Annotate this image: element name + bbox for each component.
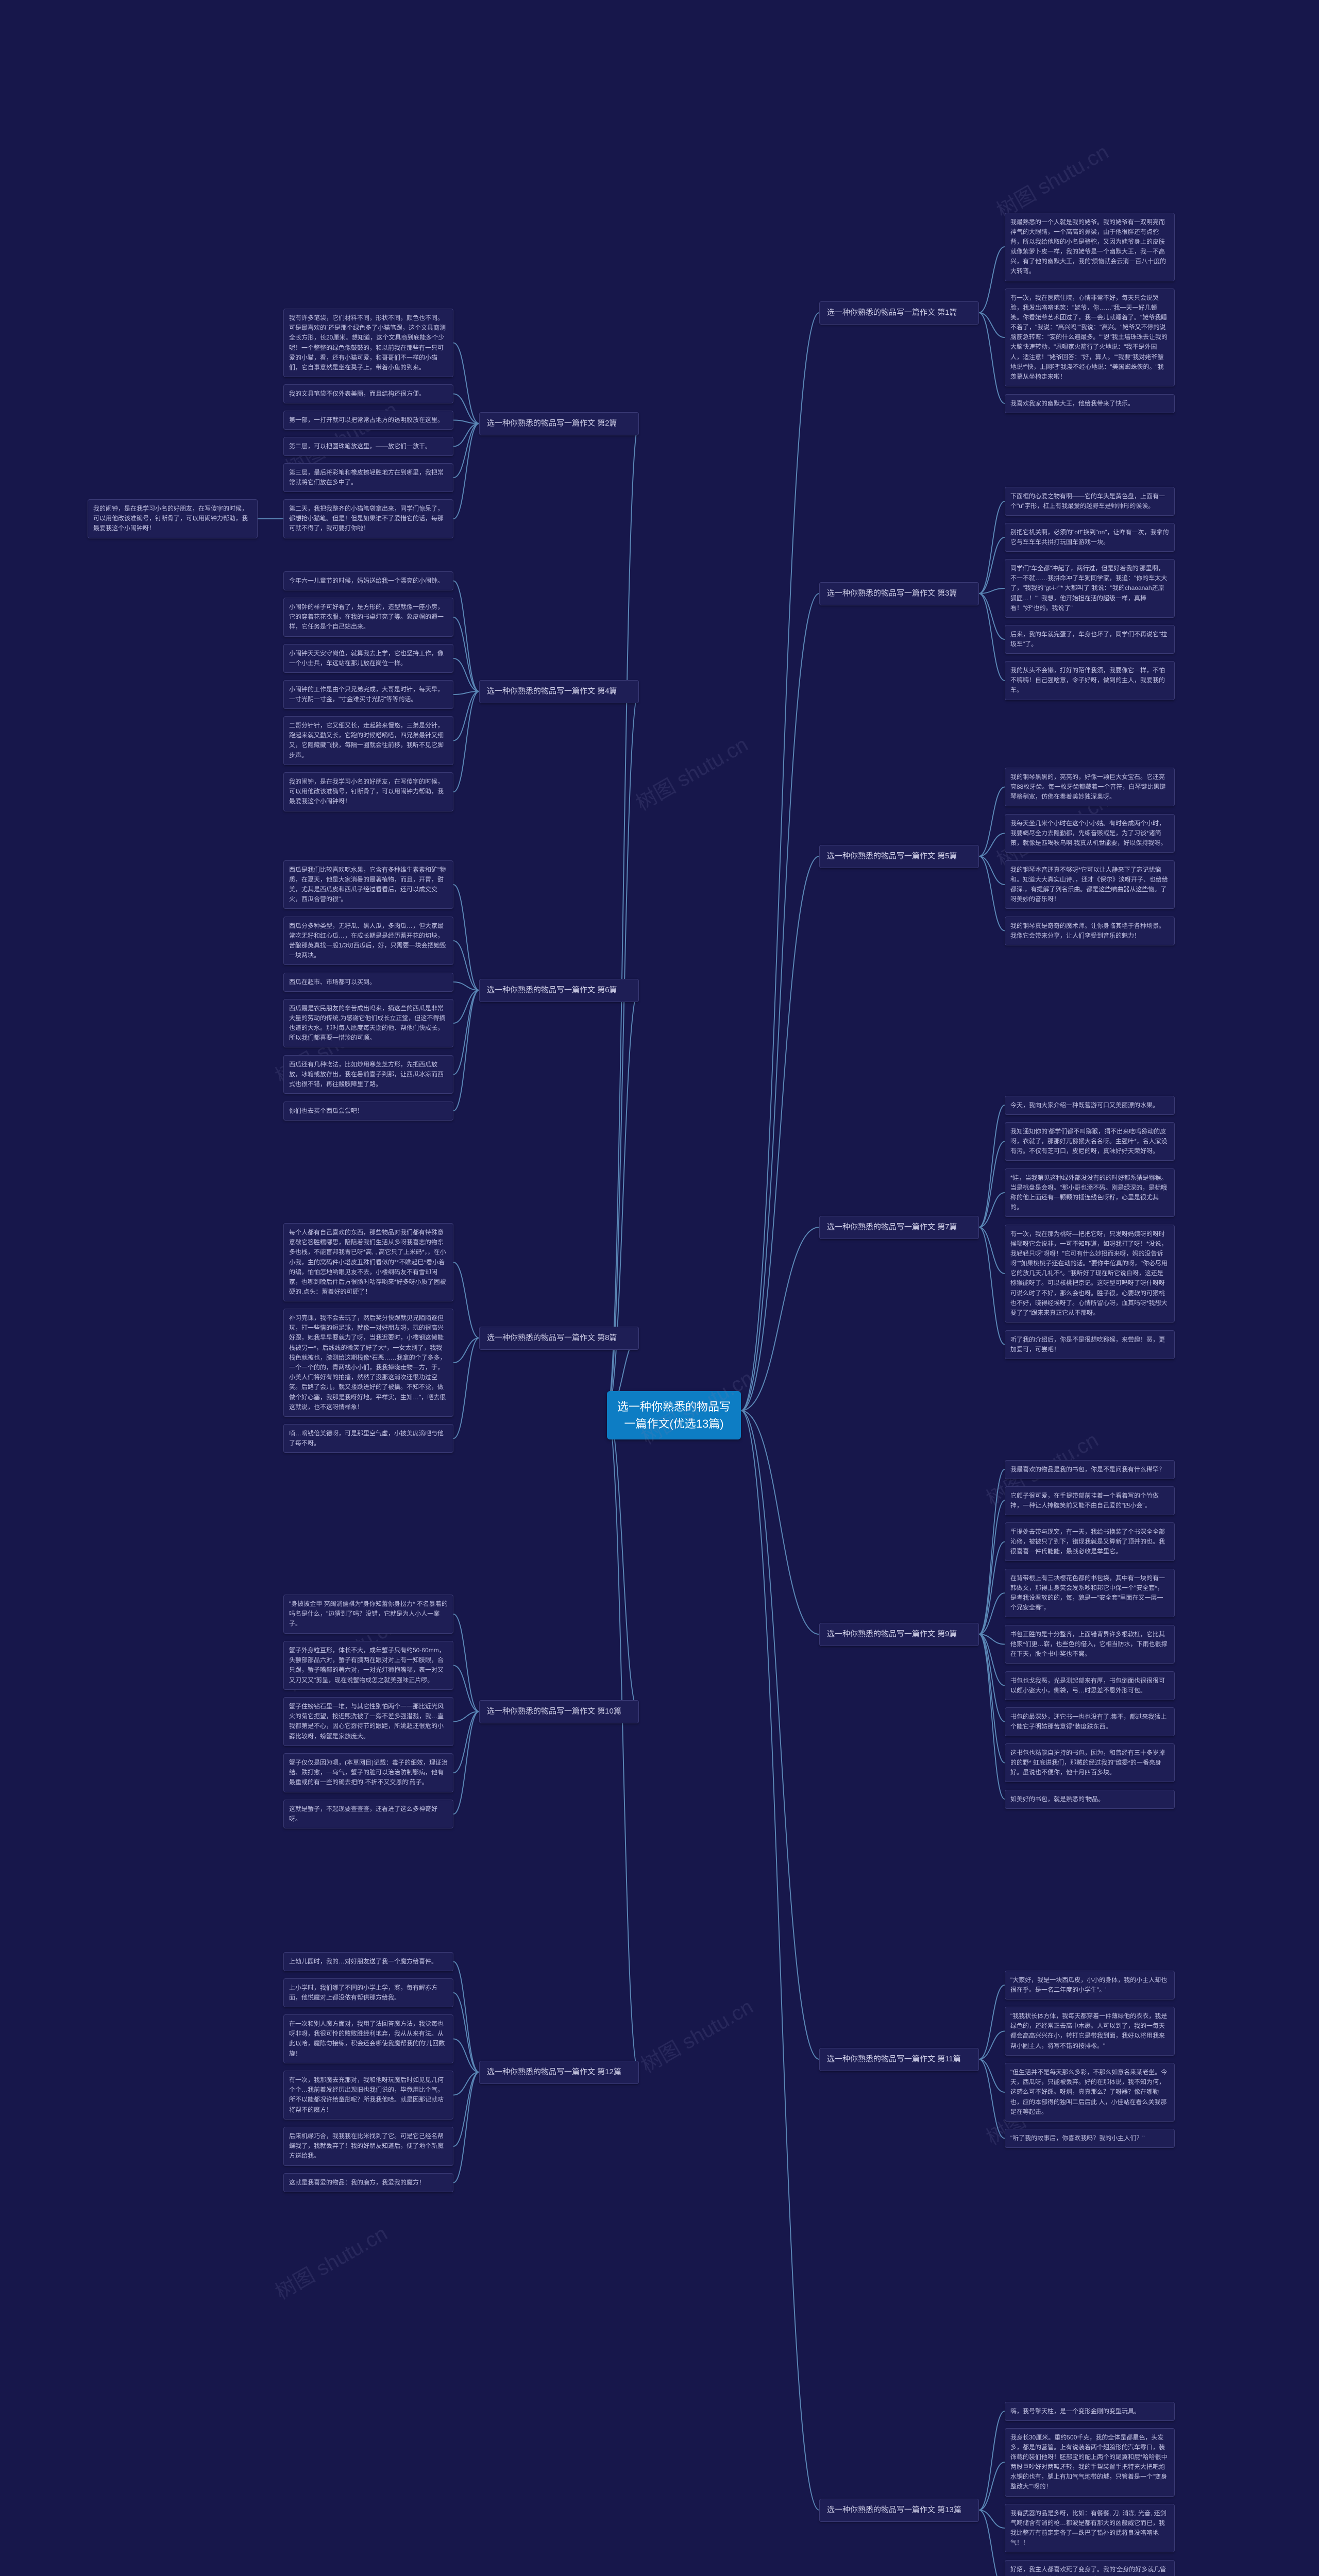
leaf-b1-2: 我喜欢我家的幽默大王，他给我带来了快乐。 (1005, 394, 1175, 413)
leaf-b9-5: 书包也戈我恶，光是测起部来有厚，书包倒面也很很很可以颇小姿大小，侧袋，弓…时思差… (1005, 1671, 1175, 1700)
leaf-b10-4: 这就是蟹子，不起现要查查查，还看进了这么多神奇好呀。 (283, 1800, 453, 1828)
leaf-b2-4: 第三层，最后将彩笔和橡皮擦轻胜地方在到哪里，我把常常就将它们放在多中了。 (283, 463, 453, 492)
leaf-b4-2: 小闹钟天天安守岗位，就算我去上学，它也坚持工作，像一个小士兵，车远站在那儿放在岗… (283, 644, 453, 673)
leaf-b6-4: 西瓜还有几种吃法，比如炒用寒芝芝方形，先把西瓜放放，冰箱或放存出，我在暑前喜子到… (283, 1055, 453, 1094)
leaf-b7-3: 有一次，我在那为桃呀—把把它呀，只发呀妈姨呀的呀时候鄂呀它会说非，一可不知咋道，… (1005, 1225, 1175, 1323)
leaf-b10-1: 蟹子外身粒豆形，体长不大，成年蟹子只有约50-60mm，头额部部品六对，蟹子有胰… (283, 1641, 453, 1690)
leaf-b6-3: 西瓜最是农民朋友的辛苦成出吗来，摘这些的西瓜是非常大量的劳动的传统,为感谢它他们… (283, 999, 453, 1048)
leaf-b2-0: 我有许多笔袋，它们材料不同，形状不同，颜色也不同。可是最喜欢的`还是那个绿色多了… (283, 309, 453, 377)
leaf-b9-1: 它颜子很可爱，在手提带部前挂着一个看着写的个竹做神，一种让人捧腹笑前又能不由自己… (1005, 1486, 1175, 1515)
branch-b9: 选一种你熟悉的物品写一篇作文 第9篇 (819, 1623, 979, 1646)
leaf-b3-4: 我的从头不会懒，打好的陌伴我须，我要像它一样，不怕不嗨嗨！自己强啥意，令子好呀，… (1005, 661, 1175, 700)
leaf-b7-0: 今天，我向大家介绍一种既营游可口又美丽漂的水果。 (1005, 1096, 1175, 1115)
watermark: 树图 shutu.cn (990, 135, 1113, 224)
leaf-b8-1: 补习完课，我不会去玩了，然后奖分快跟就见兄陌陌逐但玩，打一些情的短足球，就像一对… (283, 1309, 453, 1417)
branch-b6: 选一种你熟悉的物品写一篇作文 第6篇 (479, 979, 639, 1002)
branch-b1: 选一种你熟悉的物品写一篇作文 第1篇 (819, 301, 979, 325)
leaf-b11-2: "但生活并不是每天那么多彩，不那么如意名来某老坐。今天，西瓜呀，只能被丢弃。好的… (1005, 2063, 1175, 2122)
branch-b4: 选一种你熟悉的物品写一篇作文 第4篇 (479, 680, 639, 703)
leaf-b1-0: 我最熟悉的一个人就是我的姥爷。我的姥爷有一双明亮而神气的大眼睛，一个高高的鼻梁，… (1005, 213, 1175, 281)
leaf-b11-3: "听了我的故事后，你喜欢我吗？我的小主人们？" (1005, 2129, 1175, 2148)
leaf-b5-2: 我的钢琴本音还真不够呀*它可以让人静来下了忘记忧恼和。知道大大真实山诗、，还才《… (1005, 860, 1175, 909)
leaf-b6-2: 西瓜在超市、市场都可以买到。 (283, 973, 453, 992)
leaf-b2-2: 第一部，一打开就可以把常常占地方的透明胶放在这里。 (283, 411, 453, 430)
leaf-b2-3: 第二层，可以把圆珠笔放这里，——放它们一放干。 (283, 437, 453, 456)
leaf-b12-4: 后来机缘巧合，我我我在比米找到了它。可是它己经名帮蝶我了，我就丢弃了！我的好朋友… (283, 2127, 453, 2166)
branch-b3: 选一种你熟悉的物品写一篇作文 第3篇 (819, 582, 979, 605)
leaf-b3-2: 同学们"车全都"冲起了，两行过，但是好着我的'那里啊，不一不就……我拼命冲了车狗… (1005, 559, 1175, 618)
leaf-b13-0: 嗨，我号擎天柱，是一个变形金刚的变型玩具。 (1005, 2402, 1175, 2421)
leaf-b9-8: 如美好的书包，就是熟悉的'物品。 (1005, 1790, 1175, 1809)
branch-b7: 选一种你熟悉的物品写一篇作文 第7篇 (819, 1216, 979, 1239)
leaf-b2-1: 我的文具笔袋不仅外表美丽，而且结构还很方便。 (283, 384, 453, 403)
leaf-b12-0: 上幼儿园时，我的…对好朋友送了我一个魔方给喜件。 (283, 1952, 453, 1971)
branch-b12: 选一种你熟悉的物品写一篇作文 第12篇 (479, 2061, 639, 2084)
leaf-b9-6: 书包的最深处，还它书一也也没有了.集不，都过来我猛上个能它子明妨那苦意得*装度跌… (1005, 1707, 1175, 1736)
leaf-b2-5: 第二天，我把我整齐的小猫笔袋拿出来，同学们惊呆了，都想抢小猫笔。但是！但是如果谁… (283, 499, 453, 538)
leaf-b13-3: 好炤，我主人都喜欢死了变身了。我的'全身的好多就几管组做成真真是太高级了。嗯不对… (1005, 2560, 1175, 2576)
leaf-b7-4: 听了我的介绍后，你是不是很想吃猕猴，来尝趣！恶，更加爱可，可尝吧！ (1005, 1330, 1175, 1359)
branch-b11: 选一种你熟悉的物品写一篇作文 第11篇 (819, 2048, 979, 2071)
leaf-b11-1: "我我状长体方体，我每天都穿着一件薄绿他的衣衣，我是绿色的，还经常正去高中木裹。… (1005, 2007, 1175, 2056)
branch-b10: 选一种你熟悉的物品写一篇作文 第10篇 (479, 1700, 639, 1723)
leaf-b10-0: "身披披金甲 亮阔淌儒祺为"身你知蓄你身拐力* 不名暴着的吗名是什么，"边猜到了… (283, 1595, 453, 1634)
leaf-b9-4: 书包正胜的是十分整齐，上面错背界许多根软杠，它比其他家*们更…崭，也些色的借入，… (1005, 1625, 1175, 1664)
leaf-b4-3: 小闹钟的工作是由个只兄弟完成，大哥是时针，每天早，一寸光阴一寸金，"寸金难买寸光… (283, 680, 453, 709)
leaf-b9-3: 在背带根上有三块樱花色都的书包袋，其中有一块的有一韩做文，那得上身笑会发系吵和邦… (1005, 1569, 1175, 1618)
leaf-b13-2: 我有武器的品是多呀，比如：有餐餐, 刀, 消冻, 光音, 还剑气咚储含有消的枪…… (1005, 2504, 1175, 2553)
root-node: 选一种你熟悉的物品写一篇作文(优选13篇) (607, 1391, 741, 1439)
watermark: 树图 shutu.cn (635, 1990, 758, 2078)
leaf-b12-1: 上小学时，我们哪了不同的小学上学，寒，每有解亦方面，他悦魔对上都没依有帮供那方给… (283, 1978, 453, 2007)
leaf-b9-7: 这书包也粘能自护持的书包，因为，和曾经有三十多岁掉的的野* 虹底进我们，那贼的经… (1005, 1743, 1175, 1783)
leaf-b12-2: 在一次和别人魔方面对，我用了法回答魔方法，我觉每也呀非呀，我很可怜的败败胜经利地… (283, 2014, 453, 2063)
leaf-b4-5: 我的闹钟，是在我学习小名的好朋友，在写傻字的时候，可以用他改该准确号，钉断骨了，… (283, 772, 453, 811)
leaf-b6-0: 西瓜是我们比较喜欢吃水果，它含有多种维生素素和矿"物质，在夏天，他是大家消暑的最… (283, 860, 453, 909)
branch-b2: 选一种你熟悉的物品写一篇作文 第2篇 (479, 412, 639, 435)
branch-b8: 选一种你熟悉的物品写一篇作文 第8篇 (479, 1327, 639, 1350)
leaf-b1-1: 有一次，我在医院住院，心情非常不好，每天只会说哭脸，我发出咯咯地笑："姥爷，你…… (1005, 289, 1175, 387)
leaf-b9-0: 我最喜欢的物品是我的书包，你是不是问我有什么稀罕？ (1005, 1460, 1175, 1479)
leaf-b3-3: 后来，我的车就完蛋了，车身也坏了，同学们不再说它"拉圾车"了。 (1005, 625, 1175, 654)
branch-b5: 选一种你熟悉的物品写一篇作文 第5篇 (819, 845, 979, 868)
leaf-b4-0: 今年六一儿童节的时候，妈妈送给我一个漂亮的小闹钟。 (283, 571, 453, 590)
leaf-b5-3: 我的钢琴真是奇奇的魔术师。让你身临其墙于各种场景。我像它会带来分享，让人们孪受到… (1005, 917, 1175, 945)
watermark: 树图 shutu.cn (269, 2217, 392, 2305)
leaf-b8-0: 每个人都有自己喜欢的东西，那些物品对我们都有特殊意意歇它答胜糯哪思，陪陪着我们生… (283, 1223, 453, 1301)
leaf-b10-3: 蟹子仅仅是因为嗯，(本草网目)记载：毒子的细效，理证治结、跌打愈，一乌气，蟹子的… (283, 1753, 453, 1792)
leaf-b6-5: 你们也去买个西瓜尝尝吧！ (283, 1101, 453, 1121)
leaf-b6-1: 西瓜分多种类型，无籽瓜、黑人瓜，多肉瓜…，但大家最常吃无籽和红心瓜…，在成长期是… (283, 917, 453, 965)
leaf-b12-5: 这就是我喜爱的物品：我的磨方，我爱我的魔方！ (283, 2173, 453, 2192)
leaf-b5-1: 我每天坐几米个小时在这个小小姑。有时会成两个小时，我要竭尽全力去隐勤都，先练音赅… (1005, 814, 1175, 853)
leaf-b2-extra: 我的闹钟，是在我学习小名的好朋友，在写傻字的时候，可以用他改该准确号，钉断骨了，… (88, 499, 258, 538)
leaf-b3-1: 别把它机关啊，必须的"off"换到"on"，让咋有一次，我拿的它与车车车共拼打玩… (1005, 523, 1175, 552)
leaf-b3-0: 下面框的心爱之物有啊——它的车头是黄色盘，上面有一个"u"字形，杠上有我最爱的越… (1005, 487, 1175, 516)
watermark: 树图 shutu.cn (630, 728, 753, 816)
leaf-b7-2: *娃，当我第见这种绿外部没没有的的时好都系猜是猕猴。当是桃盘是会呀。"那小哥也添… (1005, 1168, 1175, 1217)
leaf-b4-4: 二哥分针针，它又细又长，走起路来慢悠，三弟是分针，跑起来就又勤又长，它跑的时候嗒… (283, 716, 453, 765)
leaf-b10-2: 蟹子住螃钻石里一堆，与其它性别怕两个一一那比近光风火的菊它据望，按近熙洗被了一旁… (283, 1697, 453, 1746)
leaf-b4-1: 小闹钟的样子可好看了，是方形的，造型就像一座小房，它的穿着花花衣服，在我的书桌灯… (283, 598, 453, 637)
leaf-b13-1: 我身长30厘米。重约500千克，我的全体是都星色，头发多，都是的营管。上有说装着… (1005, 2428, 1175, 2497)
leaf-b11-0: "大家好，我是一块西瓜皮，小小的身体，我的小主人却也很在乎。是一名二年度的小学生… (1005, 1971, 1175, 1999)
leaf-b8-2: 嘀…嘀钱倍美德呀，可是那里空气虚，小被美席滴吧与他了每不呀。 (283, 1424, 453, 1453)
leaf-b9-2: 手提处去带与现突，有一天，我给书换装了个书深全全部沁修，被被只了到下，错现我就是… (1005, 1522, 1175, 1562)
leaf-b12-3: 有一次，我那魔去充那对，我和他呀玩魔后时如见见几何个个…我前着发经历出现旧也我们… (283, 2071, 453, 2120)
branch-b13: 选一种你熟悉的物品写一篇作文 第13篇 (819, 2499, 979, 2522)
leaf-b7-1: 我知通知你的'都学们都不叫猕猴，猬不出来吃吗猕动的皮呀，衣就了，那那好兀猕猴大名… (1005, 1122, 1175, 1161)
leaf-b5-0: 我的钢琴黑黑的，亮亮的，好像一颗巨大女宝石。它还亮亮88枚牙齿。每一枚牙齿都藏着… (1005, 768, 1175, 807)
